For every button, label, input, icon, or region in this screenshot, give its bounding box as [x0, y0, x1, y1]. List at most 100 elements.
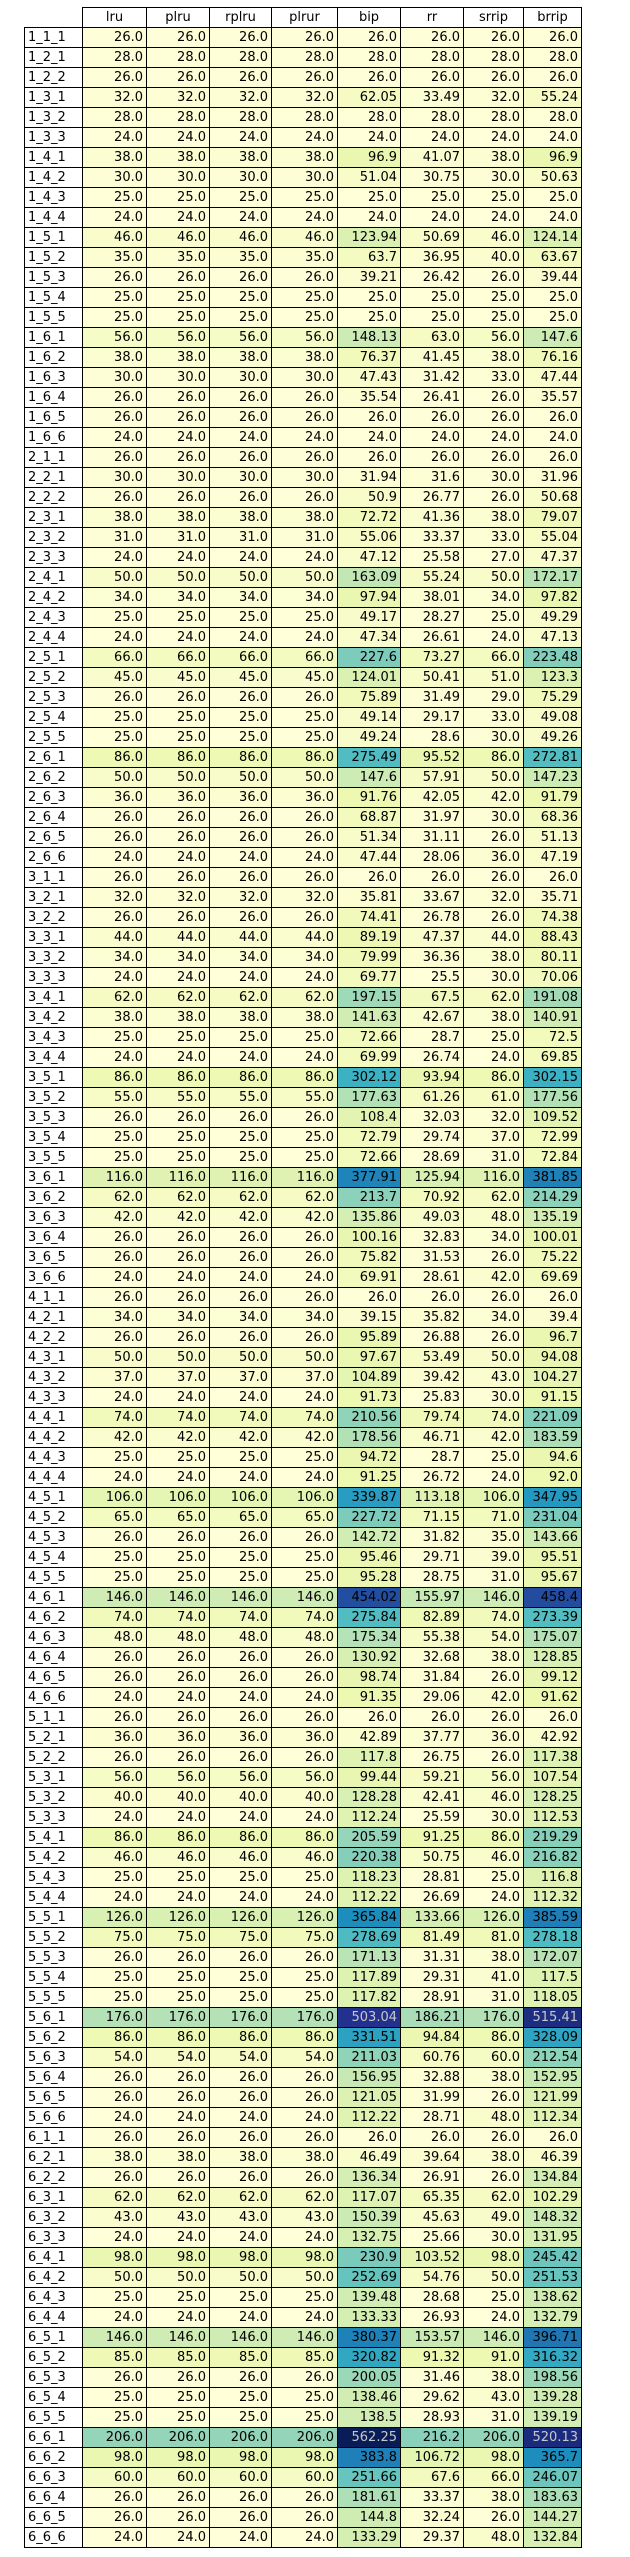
- heat-cell: 132.75: [337, 2227, 401, 2248]
- heat-cell: 62.0: [82, 2187, 147, 2208]
- heat-cell: 24.0: [271, 967, 338, 988]
- heat-cell: 221.09: [523, 1407, 582, 1428]
- heat-cell: 198.56: [523, 2367, 582, 2388]
- table-row: 1_4_4 24.0 24.0 24.0 24.0 24.0 24.0 24.0 24.0: [24, 207, 582, 228]
- heat-cell: 26.0: [271, 2367, 338, 2388]
- table-row: 5_6_5 26.0 26.0 26.0 26.0 121.05 31.99 26.0 121.…: [24, 2087, 582, 2108]
- heat-cell: 112.24: [337, 1807, 401, 1828]
- heat-cell: 25.0: [271, 707, 338, 728]
- heat-cell: 54.0: [82, 2047, 147, 2068]
- heat-cell: 24.0: [463, 2307, 524, 2328]
- column-header: rplru: [209, 7, 272, 28]
- heat-cell: 31.0: [82, 527, 147, 548]
- heat-cell: 60.0: [82, 2467, 147, 2488]
- heat-cell: 32.0: [146, 887, 210, 908]
- heat-cell: 134.84: [523, 2167, 582, 2188]
- heat-cell: 24.0: [146, 547, 210, 568]
- heat-cell: 25.0: [82, 1547, 147, 1568]
- heat-cell: 39.42: [400, 1367, 464, 1388]
- heat-cell: 62.0: [82, 987, 147, 1008]
- table-row: 2_5_4 25.0 25.0 25.0 25.0 49.14 29.17 33.0 49.08: [24, 707, 582, 728]
- heat-cell: 74.0: [146, 1607, 210, 1628]
- heat-cell: 42.0: [463, 1427, 524, 1448]
- heat-cell: 26.0: [82, 1247, 147, 1268]
- heat-cell: 118.23: [337, 1867, 401, 1888]
- heat-cell: 176.0: [463, 2007, 524, 2028]
- heat-cell: 38.0: [209, 347, 272, 368]
- heat-cell: 106.72: [400, 2447, 464, 2468]
- heat-cell: 26.0: [82, 1747, 147, 1768]
- heat-cell: 96.9: [337, 147, 401, 168]
- heat-cell: 24.0: [146, 1687, 210, 1708]
- heat-cell: 227.6: [337, 647, 401, 668]
- heat-cell: 116.0: [82, 1167, 147, 1188]
- table-row: 5_4_1 86.0 86.0 86.0 86.0 205.59 91.25 86.0 219.…: [24, 1827, 582, 1848]
- row-label: 1_4_2: [24, 167, 83, 188]
- row-label: 3_5_2: [24, 1087, 83, 1108]
- heat-cell: 25.0: [463, 1447, 524, 1468]
- heat-cell: 62.0: [209, 1187, 272, 1208]
- heat-cell: 25.0: [271, 1027, 338, 1048]
- heat-cell: 49.24: [337, 727, 401, 748]
- table-row: 6_4_1 98.0 98.0 98.0 98.0 230.9 103.52 98.0 245.…: [24, 2247, 582, 2268]
- table-row: 4_3_2 37.0 37.0 37.0 37.0 104.89 39.42 43.0 104.…: [24, 1367, 582, 1388]
- row-label: 1_5_3: [24, 267, 83, 288]
- heat-cell: 56.0: [82, 327, 147, 348]
- table-row: 2_5_5 25.0 25.0 25.0 25.0 49.24 28.6 30.0 49.26: [24, 727, 582, 748]
- heat-cell: 328.09: [523, 2027, 582, 2048]
- heat-cell: 38.0: [209, 1007, 272, 1028]
- heat-cell: 60.0: [271, 2467, 338, 2488]
- heat-cell: 66.0: [463, 647, 524, 668]
- heat-cell: 31.42: [400, 367, 464, 388]
- heat-cell: 26.0: [463, 27, 524, 48]
- heat-cell: 38.0: [146, 347, 210, 368]
- heat-cell: 50.0: [209, 2267, 272, 2288]
- heat-cell: 70.06: [523, 967, 582, 988]
- heat-cell: 38.0: [463, 2147, 524, 2168]
- heat-cell: 231.04: [523, 1507, 582, 1528]
- heat-cell: 135.19: [523, 1207, 582, 1228]
- heat-cell: 24.0: [209, 1687, 272, 1708]
- row-label: 2_2_1: [24, 467, 83, 488]
- heat-cell: 38.0: [271, 347, 338, 368]
- heat-cell: 56.0: [146, 327, 210, 348]
- heat-cell: 148.32: [523, 2207, 582, 2228]
- heat-cell: 85.0: [82, 2347, 147, 2368]
- heat-cell: 206.0: [271, 2427, 338, 2448]
- heat-cell: 62.0: [271, 987, 338, 1008]
- heat-cell: 74.0: [209, 1407, 272, 1428]
- heat-cell: 210.56: [337, 1407, 401, 1428]
- row-label: 6_4_4: [24, 2307, 83, 2328]
- heat-cell: 50.0: [271, 2267, 338, 2288]
- heat-cell: 24.0: [463, 1887, 524, 1908]
- heat-cell: 50.0: [271, 567, 338, 588]
- heat-cell: 55.0: [209, 1087, 272, 1108]
- heat-cell: 38.0: [271, 147, 338, 168]
- row-label: 6_4_1: [24, 2247, 83, 2268]
- heat-cell: 25.0: [82, 187, 147, 208]
- heat-cell: 26.0: [146, 1647, 210, 1668]
- row-label: 3_4_2: [24, 1007, 83, 1028]
- heat-cell: 91.73: [337, 1387, 401, 1408]
- table-row: 6_2_1 38.0 38.0 38.0 38.0 46.49 39.64 38.0 46.39: [24, 2147, 582, 2168]
- heat-cell: 42.89: [337, 1727, 401, 1748]
- heat-cell: 37.0: [82, 1367, 147, 1388]
- heat-cell: 45.0: [271, 667, 338, 688]
- table-row: 3_2_2 26.0 26.0 26.0 26.0 74.41 26.78 26.0 74.38: [24, 907, 582, 928]
- heat-cell: 65.0: [146, 1507, 210, 1528]
- heat-cell: 146.0: [82, 2327, 147, 2348]
- heat-cell: 26.0: [146, 267, 210, 288]
- heat-cell: 86.0: [463, 747, 524, 768]
- heat-cell: 29.74: [400, 1127, 464, 1148]
- heat-cell: 147.6: [337, 767, 401, 788]
- heat-cell: 75.22: [523, 1247, 582, 1268]
- heat-cell: 25.0: [146, 1127, 210, 1148]
- table-row: 2_2_2 26.0 26.0 26.0 26.0 50.9 26.77 26.0 50.68: [24, 487, 582, 508]
- heat-cell: 50.63: [523, 167, 582, 188]
- heat-cell: 50.75: [400, 1847, 464, 1868]
- heat-cell: 74.38: [523, 907, 582, 928]
- heat-cell: 30.0: [463, 1387, 524, 1408]
- heat-cell: 38.0: [271, 1007, 338, 1028]
- heat-cell: 50.41: [400, 667, 464, 688]
- row-label: 5_3_3: [24, 1807, 83, 1828]
